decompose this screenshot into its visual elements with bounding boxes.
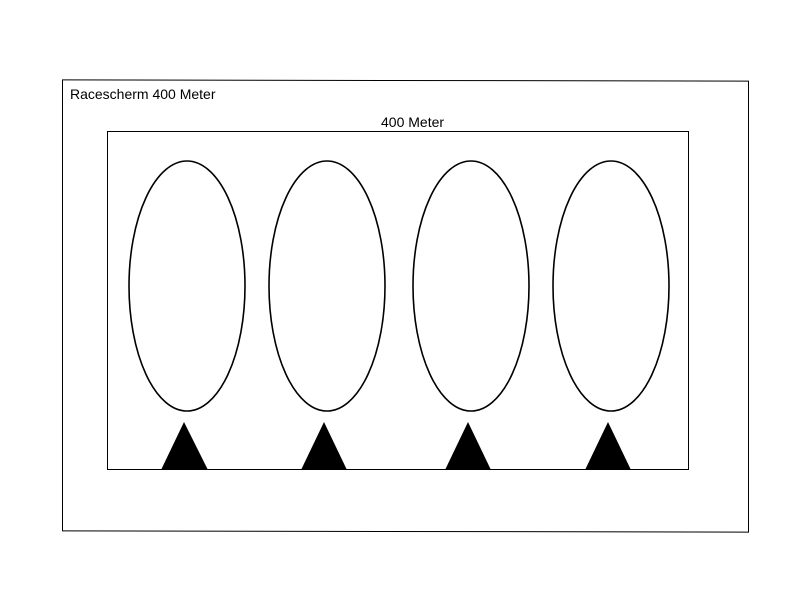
runner-marker-1[interactable]: [161, 422, 208, 470]
race-area-frame: [107, 131, 689, 470]
running-track-3[interactable]: [412, 160, 530, 412]
lane-3[interactable]: [412, 160, 530, 470]
running-track-2[interactable]: [268, 160, 386, 412]
runner-marker-3[interactable]: [445, 422, 491, 470]
lane-4[interactable]: [552, 160, 670, 470]
running-track-1[interactable]: [128, 160, 246, 412]
lane-2[interactable]: [268, 160, 386, 470]
screen-title: Racescherm 400 Meter: [70, 86, 216, 102]
race-area-title: 400 Meter: [381, 114, 445, 130]
running-track-4[interactable]: [552, 160, 670, 412]
runner-marker-4[interactable]: [585, 422, 631, 470]
runner-marker-2[interactable]: [301, 422, 347, 470]
lane-1[interactable]: [128, 160, 246, 470]
